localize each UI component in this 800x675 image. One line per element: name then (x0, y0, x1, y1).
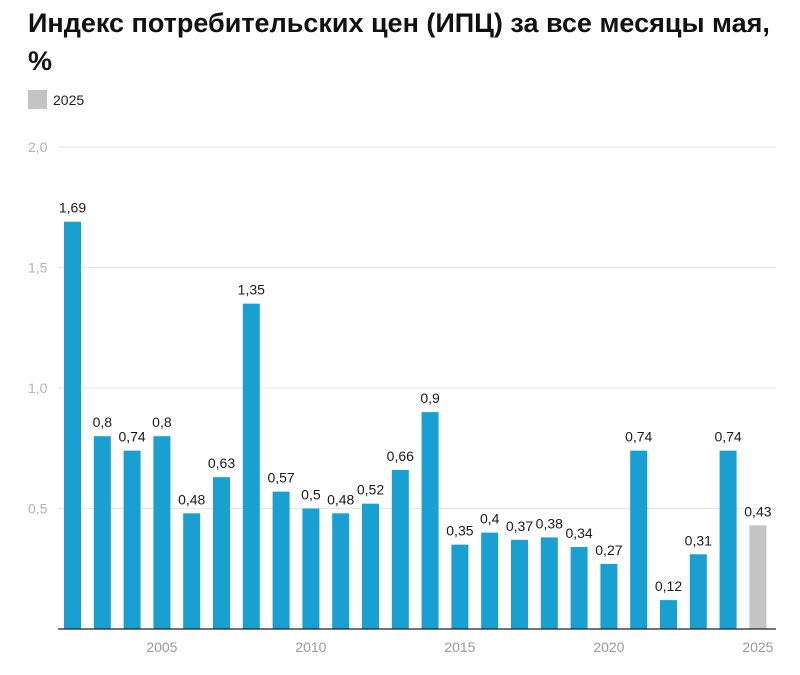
x-tick-label: 2020 (593, 639, 624, 655)
bar (660, 600, 677, 629)
bar (391, 469, 409, 629)
data-label: 1,35 (238, 282, 265, 298)
data-label: 0,48 (327, 491, 354, 507)
bar (421, 412, 439, 629)
chart-title: Индекс потребительских цен (ИПЦ) за все … (28, 8, 770, 76)
bar (213, 477, 230, 629)
data-label: 1,69 (59, 200, 86, 216)
data-label: 0,12 (655, 578, 682, 594)
bar (183, 513, 201, 629)
y-tick-label: 2,0 (28, 139, 48, 155)
data-label: 0,74 (625, 429, 652, 445)
data-label: 0,27 (595, 542, 622, 558)
data-label: 0,63 (208, 455, 235, 471)
bar (749, 525, 767, 629)
bar (272, 491, 290, 629)
data-label: 0,34 (565, 525, 592, 541)
data-label: 0,8 (152, 414, 172, 430)
data-label: 0,52 (357, 482, 384, 498)
y-tick-label: 1,5 (28, 260, 48, 276)
x-tick-label: 2005 (146, 639, 177, 655)
data-label: 0,31 (685, 532, 712, 548)
bar (451, 544, 469, 629)
bar (362, 503, 379, 629)
data-label: 0,57 (267, 470, 294, 486)
data-label: 0,4 (480, 511, 500, 527)
bar (123, 450, 141, 629)
bar (689, 554, 707, 629)
data-label: 0,48 (178, 491, 205, 507)
bar (570, 547, 588, 629)
data-label: 0,74 (118, 429, 145, 445)
axes: 0,5 1,0 1,5 2,0 2005 2010 2015 2020 2025 (28, 139, 776, 655)
bar (630, 450, 648, 629)
bar (540, 537, 558, 629)
bar (481, 532, 499, 629)
data-label: 0,5 (301, 487, 321, 503)
y-tick-label: 0,5 (28, 501, 48, 517)
bar (600, 563, 618, 629)
legend-label: 2025 (53, 91, 85, 108)
bar (302, 508, 320, 629)
bar (719, 450, 737, 629)
data-label: 0,38 (536, 515, 563, 531)
grid-lines (58, 146, 776, 509)
data-label: 0,74 (714, 429, 741, 445)
bar (511, 539, 528, 629)
legend: 2025 (28, 90, 84, 109)
data-label: 0,66 (387, 448, 414, 464)
data-label: 0,43 (744, 503, 771, 519)
data-label: 0,9 (420, 390, 440, 406)
x-tick-label: 2010 (295, 639, 326, 655)
bars (64, 221, 767, 629)
bar (93, 436, 111, 629)
data-label: 0,37 (506, 518, 533, 534)
data-label: 0,8 (93, 414, 113, 430)
x-tick-label: 2015 (444, 639, 475, 655)
bar (64, 221, 81, 629)
data-labels: 1,690,80,740,80,480,631,350,570,5 0,480,5… (59, 200, 772, 594)
y-tick-label: 1,0 (28, 380, 48, 396)
bar (242, 303, 260, 629)
bar (332, 513, 350, 629)
x-tick-label: 2025 (742, 639, 773, 655)
bar (153, 436, 171, 629)
legend-swatch (28, 90, 47, 109)
data-label: 0,35 (446, 523, 473, 539)
